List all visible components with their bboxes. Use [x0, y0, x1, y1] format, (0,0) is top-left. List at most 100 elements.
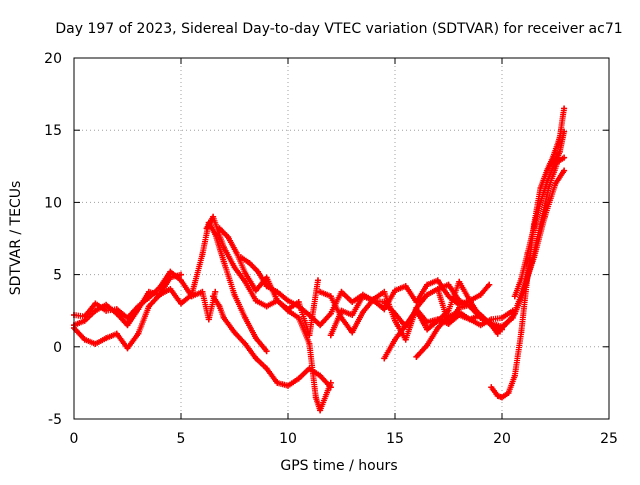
- data-point: [317, 288, 324, 295]
- data-point: [543, 179, 550, 186]
- data-point: [456, 309, 463, 316]
- data-point: [252, 297, 259, 304]
- data-point: [295, 375, 302, 382]
- data-point: [178, 271, 184, 278]
- data-point: [274, 379, 281, 386]
- data-point: [424, 281, 431, 288]
- data-point: [494, 392, 501, 399]
- data-point: [466, 303, 473, 310]
- data-point: [434, 277, 441, 284]
- data-point: [424, 342, 431, 349]
- data-point: [499, 394, 505, 401]
- data-point: [511, 310, 518, 317]
- data-point: [445, 293, 452, 300]
- x-axis-title: GPS time / hours: [280, 458, 397, 474]
- data-point: [124, 322, 131, 329]
- data-point: [263, 283, 270, 290]
- y-tick-label: 5: [53, 268, 62, 284]
- data-point: [231, 329, 238, 336]
- data-point: [561, 154, 568, 161]
- data-point: [537, 199, 544, 206]
- x-tick-label: 25: [600, 431, 618, 447]
- data-point: [92, 307, 99, 314]
- data-point: [231, 264, 238, 271]
- data-point: [178, 277, 184, 284]
- data-point: [252, 355, 259, 362]
- data-point: [349, 329, 356, 336]
- data-point: [210, 293, 217, 300]
- data-point: [434, 317, 441, 324]
- data-point: [135, 306, 142, 313]
- data-point: [511, 372, 518, 379]
- data-point: [81, 317, 88, 324]
- data-point: [556, 148, 563, 155]
- data-point: [124, 345, 131, 352]
- data-point: [518, 329, 525, 336]
- data-point: [246, 260, 253, 267]
- data-point: [561, 105, 568, 112]
- data-point: [445, 320, 452, 327]
- data-point: [550, 163, 557, 170]
- data-point: [477, 291, 484, 298]
- data-point: [488, 384, 495, 391]
- data-point: [349, 312, 356, 319]
- data-point: [434, 325, 441, 332]
- data-point: [402, 336, 409, 343]
- data-point: [242, 340, 249, 347]
- data-points: [71, 105, 568, 414]
- series-track-d: [210, 293, 334, 391]
- data-point: [561, 128, 568, 135]
- data-point: [402, 322, 409, 329]
- data-point: [178, 300, 184, 307]
- data-point: [381, 306, 388, 313]
- x-tick-label: 15: [386, 431, 404, 447]
- data-point: [402, 283, 409, 290]
- data-point: [135, 330, 142, 337]
- data-point: [424, 291, 431, 298]
- data-point: [233, 249, 240, 256]
- data-point: [295, 314, 302, 321]
- data-point: [216, 225, 223, 232]
- data-point: [252, 287, 259, 294]
- data-point: [381, 355, 388, 362]
- data-point: [242, 270, 249, 277]
- data-point: [167, 268, 174, 275]
- data-point: [220, 258, 227, 265]
- y-tick-label: 10: [44, 195, 62, 211]
- data-point: [486, 281, 493, 288]
- data-point: [445, 307, 452, 314]
- data-point: [295, 303, 302, 310]
- data-point: [145, 303, 152, 310]
- data-point: [494, 329, 501, 336]
- data-point: [392, 317, 398, 324]
- series-track-o: [511, 128, 568, 300]
- data-point: [531, 223, 538, 230]
- data-point: [338, 307, 345, 314]
- data-point: [263, 348, 270, 355]
- data-point: [359, 309, 366, 316]
- data-point: [413, 307, 420, 314]
- data-point: [274, 288, 281, 295]
- data-point: [216, 303, 223, 310]
- data-point: [212, 288, 219, 295]
- data-point: [156, 291, 163, 298]
- data-point: [456, 278, 463, 285]
- x-tick-label: 5: [177, 431, 186, 447]
- data-point: [255, 268, 262, 275]
- data-point: [242, 314, 249, 321]
- data-point: [445, 281, 452, 288]
- data-point: [263, 365, 270, 372]
- data-point: [145, 288, 152, 295]
- data-point: [263, 303, 270, 310]
- data-point: [327, 379, 334, 386]
- data-point: [327, 293, 334, 300]
- data-point: [167, 274, 174, 281]
- data-point: [263, 274, 270, 281]
- data-point: [92, 300, 99, 307]
- data-point: [505, 390, 512, 397]
- data-point: [210, 213, 217, 220]
- chart-title: Day 197 of 2023, Sidereal Day-to-day VTE…: [55, 21, 622, 37]
- axis-ticks: 0 5 10 15 20 25 -5 0 5 10 15 20: [44, 51, 618, 447]
